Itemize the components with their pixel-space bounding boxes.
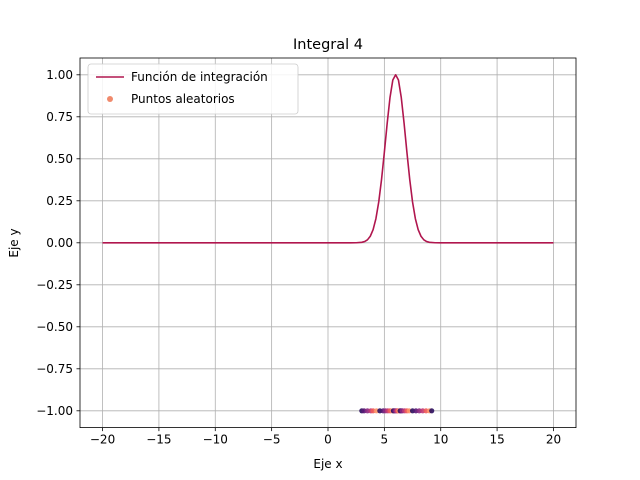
x-tick-label: 15 [489,433,504,447]
x-tick-label: −5 [263,433,281,447]
y-tick-label: 0.25 [46,194,73,208]
x-tick-label: 20 [546,433,561,447]
y-tick-label: −1.00 [36,404,73,418]
y-axis-label: Eje y [7,228,21,257]
series-layer [102,74,554,414]
y-tick-label: −0.25 [36,278,73,292]
x-tick-label: 0 [324,433,332,447]
x-tick-label: −15 [146,433,171,447]
y-tick-label: 1.00 [46,68,73,82]
x-axis: −20 −15 −10 −5 0 5 10 15 20 [90,427,561,447]
scatter-point [429,408,435,414]
legend-label-scatter: Puntos aleatorios [131,92,235,106]
y-tick-label: −0.50 [36,320,73,334]
scatter-points [359,408,435,414]
legend-label-line: Función de integración [131,70,268,84]
x-tick-label: −10 [203,433,228,447]
y-axis: −1.00 −0.75 −0.50 −0.25 0.00 0.25 0.50 0.75 1.00 [36,68,80,418]
chart-title: Integral 4 [293,37,363,53]
y-tick-label: −0.75 [36,362,73,376]
y-tick-label: 0.75 [46,110,73,124]
x-tick-label: −20 [90,433,115,447]
x-tick-label: 5 [381,433,389,447]
x-axis-label: Eje x [313,457,342,471]
legend-scatter-marker [107,96,113,102]
y-tick-label: 0.50 [46,152,73,166]
integration-function-line [102,74,554,244]
y-tick-label: 0.00 [46,236,73,250]
x-tick-label: 10 [433,433,448,447]
legend: Función de integración Puntos aleatorios [87,63,299,115]
legend-box [87,63,299,115]
